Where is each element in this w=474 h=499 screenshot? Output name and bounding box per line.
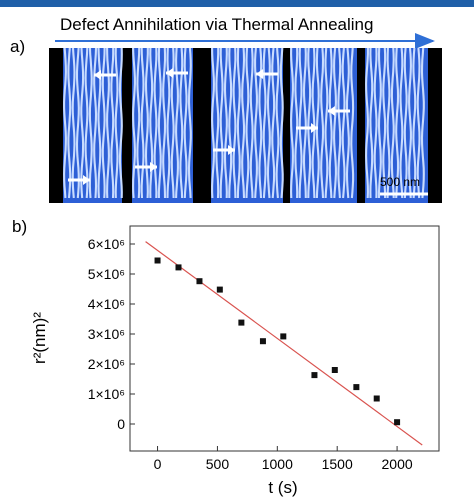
y-tick-label: 1×10⁶ — [88, 386, 125, 402]
panel-b-label: b) — [12, 217, 27, 236]
y-axis-label: r²(nm)² — [30, 312, 49, 364]
chart: 0 500 1000 1500 2000 0 1×10⁶ 2×10⁶ 3×10⁶ 4×10⁶ 5×1… — [88, 236, 423, 472]
scale-bar-label: 500 nm — [380, 175, 420, 189]
x-tick-label: 2000 — [382, 456, 413, 472]
defect-arrow-head — [150, 162, 157, 172]
defect-arrow-head — [228, 145, 235, 155]
data-point — [154, 257, 161, 264]
fit-line — [145, 241, 423, 446]
defect-arrow-head — [166, 68, 173, 78]
defect-arrow-head — [94, 70, 101, 80]
defect-arrow-head — [83, 175, 90, 185]
data-point — [280, 333, 287, 340]
data-point — [353, 384, 360, 391]
x-tick-label: 0 — [154, 456, 162, 472]
data-point — [311, 372, 318, 379]
plot-frame — [129, 225, 440, 452]
y-tick-label: 3×10⁶ — [88, 326, 125, 342]
x-tick-label: 1000 — [262, 456, 293, 472]
y-tick-label: 6×10⁶ — [88, 236, 125, 252]
x-axis-label: t (s) — [268, 478, 297, 497]
y-tick-label: 5×10⁶ — [88, 266, 125, 282]
top-color-bar — [0, 0, 474, 7]
defect-arrow-head — [256, 69, 263, 79]
x-tick-label: 500 — [206, 456, 230, 472]
data-point — [331, 367, 338, 373]
defect-arrows — [68, 68, 350, 185]
data-point — [216, 286, 223, 293]
micrograph-frames — [63, 48, 428, 203]
panel-a-title: Defect Annihilation via Thermal Annealin… — [60, 15, 373, 34]
data-point — [175, 264, 182, 271]
y-tick-label: 4×10⁶ — [88, 296, 125, 312]
data-point — [238, 319, 245, 326]
defect-arrow-head — [311, 123, 318, 133]
defect-arrow-head — [328, 106, 335, 116]
data-point — [259, 338, 266, 345]
data-point — [394, 419, 401, 426]
x-tick-label: 1500 — [322, 456, 353, 472]
y-tick-label: 2×10⁶ — [88, 356, 125, 372]
data-point — [196, 278, 203, 285]
panel-a-label: a) — [10, 37, 25, 56]
y-tick-label: 0 — [117, 416, 125, 432]
data-point — [373, 395, 380, 402]
